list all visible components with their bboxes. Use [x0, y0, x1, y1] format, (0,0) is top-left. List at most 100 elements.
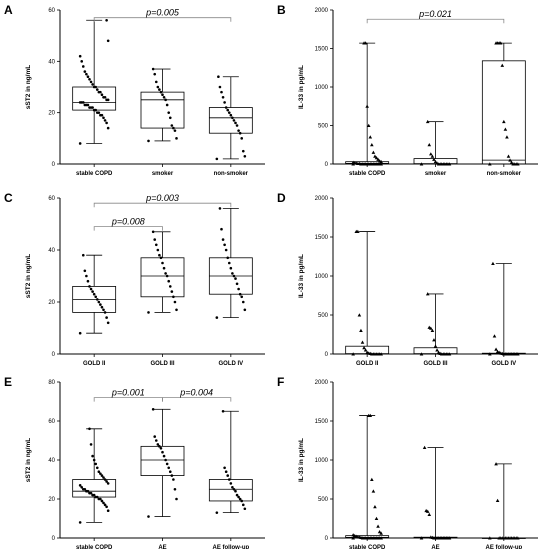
- y-tick-label: 60: [48, 196, 55, 202]
- data-point: [237, 129, 240, 132]
- data-point: [159, 256, 163, 260]
- panel-label: D: [277, 191, 286, 205]
- data-point: [165, 103, 169, 107]
- box-iqr: [140, 91, 185, 129]
- x-tick-label: AE: [431, 545, 439, 549]
- data-point: [351, 160, 355, 164]
- data-point: [238, 292, 242, 296]
- data-point: [106, 126, 110, 130]
- data-point: [86, 279, 90, 283]
- data-point: [99, 472, 102, 475]
- data-point: [89, 287, 93, 291]
- data-point: [495, 498, 500, 502]
- significance-bracket: p=0.004: [162, 388, 232, 402]
- data-point: [164, 458, 167, 462]
- data-point: [162, 266, 166, 270]
- data-point: [156, 443, 160, 446]
- data-point: [78, 484, 82, 487]
- panel-label: E: [4, 375, 12, 389]
- data-point: [506, 154, 511, 158]
- data-point: [373, 505, 377, 509]
- data-point: [427, 142, 432, 147]
- data-point: [99, 113, 102, 117]
- data-point: [94, 295, 98, 299]
- y-tick-label: 500: [318, 497, 329, 503]
- y-tick-label: 500: [318, 313, 329, 319]
- data-point: [238, 497, 242, 501]
- data-point: [89, 80, 93, 84]
- data-point: [83, 70, 87, 73]
- bracket-line: [93, 17, 232, 22]
- data-point: [238, 131, 242, 135]
- data-point: [156, 248, 160, 252]
- data-point: [153, 435, 157, 438]
- significance-bracket: p=0.005: [93, 8, 232, 22]
- data-point: [243, 507, 247, 511]
- data-point: [170, 124, 174, 127]
- data-point: [363, 348, 368, 352]
- data-point: [365, 350, 369, 354]
- data-point: [215, 511, 219, 514]
- data-point: [172, 295, 175, 299]
- data-point: [427, 325, 432, 329]
- x-tick-label: smoker: [425, 171, 447, 177]
- box-2: [208, 207, 253, 319]
- data-point: [366, 123, 371, 127]
- data-point: [362, 345, 366, 350]
- y-tick-label: 0: [52, 536, 56, 542]
- data-point: [105, 480, 108, 483]
- panel-A: A 0 20 40 60 sST2 in ng/mL stable COPD smoker no…: [4, 3, 265, 177]
- data-point: [419, 536, 424, 540]
- y-tick-label: 20: [48, 497, 55, 503]
- y-tick-label: 0: [325, 352, 329, 358]
- data-point: [429, 535, 433, 539]
- data-point: [168, 470, 172, 474]
- data-point: [221, 95, 225, 99]
- panel-label: F: [277, 375, 284, 389]
- y-tick-label: 1000: [315, 274, 329, 280]
- x-tick-label: non-smoker: [214, 171, 249, 177]
- data-point: [175, 497, 178, 501]
- data-point: [243, 308, 247, 312]
- box-2: [208, 409, 253, 514]
- data-point: [97, 497, 101, 501]
- data-point: [494, 41, 498, 45]
- data-point: [85, 489, 88, 493]
- data-point: [435, 348, 439, 352]
- data-point: [223, 101, 226, 104]
- data-point: [162, 454, 166, 458]
- data-point: [153, 238, 157, 241]
- y-tick-label: 40: [48, 59, 55, 65]
- data-point: [366, 413, 371, 417]
- data-point: [373, 154, 377, 158]
- data-point: [78, 101, 82, 104]
- x-tick-label: stable COPD: [349, 171, 386, 177]
- box-iqr: [208, 107, 253, 134]
- data-point: [360, 340, 365, 344]
- data-point: [106, 482, 110, 485]
- bracket-line: [162, 397, 232, 402]
- data-point: [438, 351, 442, 356]
- data-point: [86, 75, 90, 79]
- data-point: [433, 159, 438, 164]
- data-point: [505, 135, 509, 139]
- panel-C: C 0 20 40 60 sST2 in ng/mL GOLD II GOLD III GOLD…: [4, 191, 265, 367]
- data-point: [217, 75, 220, 79]
- data-point: [92, 292, 96, 296]
- y-axis-label: sST2 in ng/mL: [25, 65, 32, 109]
- data-point: [232, 487, 236, 491]
- data-point: [243, 155, 247, 158]
- data-point: [161, 450, 164, 454]
- data-point: [351, 352, 355, 356]
- data-point: [497, 536, 501, 540]
- data-point: [100, 93, 104, 96]
- data-point: [220, 90, 223, 94]
- panel-label: B: [277, 3, 286, 17]
- data-point: [492, 334, 497, 338]
- data-point: [370, 142, 374, 147]
- data-point: [95, 466, 99, 470]
- panel-label: A: [4, 3, 13, 17]
- data-point: [91, 83, 94, 86]
- data-point: [218, 207, 222, 210]
